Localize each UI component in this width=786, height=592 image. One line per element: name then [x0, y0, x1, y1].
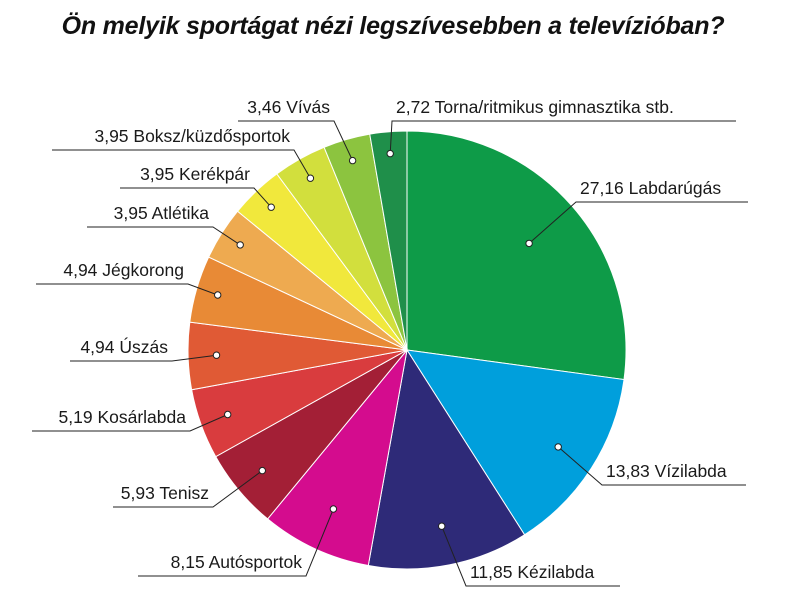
leader-dot-2 [554, 443, 562, 451]
leader-line-7 [70, 354, 217, 362]
slice-label-3: 11,85 Kézilabda [470, 562, 594, 582]
slice-label-5: 5,93 Tenisz [121, 483, 209, 503]
slice-label-8: 4,94 Jégkorong [63, 260, 184, 280]
slice-label-4: 8,15 Autósportok [171, 552, 303, 572]
leader-line-13 [389, 120, 736, 154]
leader-dot-5 [258, 466, 266, 475]
slice-label-10: 3,95 Kerékpár [140, 164, 250, 184]
leader-line-11 [52, 149, 311, 179]
pie-slice-13 [369, 130, 408, 351]
leader-dot-4 [329, 505, 338, 513]
leader-line-5 [113, 470, 263, 508]
leader-line-1 [528, 201, 748, 244]
leader-dot-7 [212, 351, 221, 359]
chart-title: Ön melyik sportágat nézi legszívesebben … [61, 12, 725, 40]
leader-line-9 [87, 226, 241, 246]
slice-label-6: 5,19 Kosárlabda [59, 407, 187, 427]
leader-lines [32, 120, 748, 587]
leader-line-2 [557, 446, 746, 486]
slice-label-1: 27,16 Labdarúgás [580, 178, 721, 198]
leader-dot-12 [348, 156, 357, 165]
leader-dot-11 [306, 174, 315, 182]
slice-label-7: 4,94 Úszás [80, 336, 168, 357]
slice-label-13: 2,72 Torna/ritmikus gimnasztika stb. [396, 97, 674, 117]
pie-slice-4 [266, 348, 408, 567]
leader-dot-9 [236, 241, 244, 249]
leader-dot-8 [214, 291, 222, 299]
leader-dot-3 [438, 522, 446, 530]
leader-dot-1 [525, 239, 533, 248]
leader-line-6 [32, 414, 228, 432]
slice-label-9: 3,95 Atlétika [114, 203, 210, 223]
leader-line-8 [36, 283, 218, 296]
slice-labels: 27,16 Labdarúgás 13,83 Vízilabda 11,85 Kéz… [59, 97, 727, 582]
pie-slice-3 [367, 348, 526, 570]
leader-dot-10 [267, 203, 275, 211]
leader-line-3 [441, 526, 620, 587]
slice-label-2: 13,83 Vízilabda [606, 461, 727, 481]
slice-label-12: 3,46 Vívás [247, 97, 330, 117]
leader-dot-13 [386, 149, 394, 158]
leader-dot-6 [224, 410, 232, 419]
leader-line-12 [238, 120, 354, 161]
leader-line-10 [120, 187, 272, 208]
pie-slices [187, 130, 627, 570]
pie-slice-1 [406, 130, 627, 381]
slice-label-11: 3,95 Boksz/küzdősportok [94, 126, 290, 146]
leader-line-4 [138, 508, 334, 577]
pie-slice-2 [405, 349, 625, 536]
